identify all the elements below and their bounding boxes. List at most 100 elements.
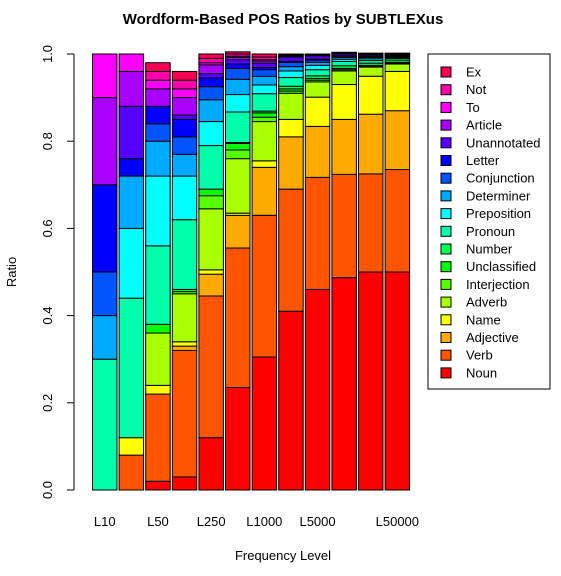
bar-segment-l100-article bbox=[171, 97, 198, 116]
bar-segment-l5000-verb bbox=[304, 176, 331, 290]
bar-segment-l1000-unannotated bbox=[251, 62, 278, 69]
legend-swatch-pronoun bbox=[440, 225, 452, 237]
x-tick-label: L50000 bbox=[376, 514, 419, 529]
bar-segment-l10000-pronoun bbox=[331, 60, 357, 67]
bar-segment-l1000-noun bbox=[251, 356, 278, 491]
legend-label-article: Article bbox=[466, 118, 502, 133]
legend-label-conjunction: Conjunction bbox=[466, 171, 535, 186]
x-tick-label: L1000 bbox=[246, 514, 282, 529]
bar-segment-l100-preposition bbox=[171, 175, 198, 221]
bar-segment-l2500-noun bbox=[278, 310, 304, 491]
bar-segment-l10-to bbox=[92, 53, 118, 99]
bar-segment-l10-letter bbox=[92, 184, 118, 273]
legend-swatch-number bbox=[440, 243, 452, 255]
bar-segment-l1000-preposition bbox=[251, 84, 278, 95]
bar-segment-l250-name bbox=[198, 269, 224, 275]
bar-segment-l500-letter bbox=[225, 63, 251, 69]
bar-segment-l500-adjective bbox=[225, 214, 251, 249]
bar-segment-l250-letter bbox=[198, 77, 224, 88]
legend-swatch-determiner bbox=[440, 190, 452, 202]
bar-segment-l100-ex bbox=[171, 70, 198, 81]
bar-segment-l2500-verb bbox=[278, 188, 304, 312]
legend-swatch-adverb bbox=[440, 296, 452, 308]
bar-segment-l500-pronoun bbox=[225, 111, 251, 144]
bar-segment-l100-pronoun bbox=[171, 219, 198, 290]
legend-label-pronoun: Pronoun bbox=[466, 224, 515, 239]
x-axis-tick-labels: L10 L50 L250 L1000 L5000 L50000 bbox=[94, 514, 419, 529]
legend-swatch-unclassified bbox=[440, 261, 452, 273]
legend-swatch-name bbox=[440, 314, 452, 326]
bar-segment-l1000-verb bbox=[251, 214, 278, 358]
legend-swatch-article bbox=[440, 119, 452, 131]
bar-segment-l500-determiner bbox=[225, 78, 251, 96]
y-tick-label: 1.0 bbox=[40, 45, 55, 63]
bar-segment-l2500-determiner bbox=[278, 66, 304, 72]
legend-swatch-interjection bbox=[440, 278, 452, 290]
bar-segment-l500-preposition bbox=[225, 94, 251, 113]
bar-segment-l5000-name bbox=[304, 96, 331, 127]
legend: Ex Not To Article Unannotated Letter Conjuncti… bbox=[427, 53, 551, 390]
legend-swatch-conjunction bbox=[440, 172, 452, 184]
bar-segment-l250-pronoun bbox=[198, 145, 224, 190]
legend-swatch-noun bbox=[440, 367, 452, 379]
legend-swatch-not bbox=[440, 84, 452, 96]
bar-segment-l20-preposition bbox=[118, 227, 145, 299]
legend-label-unclassified: Unclassified bbox=[466, 259, 536, 274]
bar-segment-l1000-name bbox=[251, 160, 278, 168]
bar-segment-l100-not bbox=[171, 79, 198, 90]
bar-segment-l50-determiner bbox=[145, 140, 171, 177]
bar-segment-l5000-unannotated bbox=[304, 55, 331, 60]
bar-segment-l100-verb bbox=[171, 349, 198, 478]
bar-segment-l500-adverb bbox=[225, 158, 251, 214]
legend-swatch-verb bbox=[440, 349, 452, 361]
bar-segment-l20-unannotated bbox=[118, 105, 145, 160]
bar-segment-l25000-name bbox=[358, 75, 384, 115]
bar-segment-l25000-noun bbox=[358, 271, 384, 491]
bar-segment-l500-interjection bbox=[225, 149, 251, 160]
bar-segment-l250-not bbox=[198, 57, 224, 64]
legend-label-verb: Verb bbox=[466, 348, 493, 363]
bar-segment-l250-interjection bbox=[198, 195, 224, 210]
x-tick-label: L10 bbox=[94, 514, 116, 529]
bar-segment-l2500-conjunction bbox=[278, 61, 304, 68]
bar-segment-l50-letter bbox=[145, 105, 171, 125]
bar-segment-l5000-preposition bbox=[304, 64, 331, 71]
legend-label-letter: Letter bbox=[466, 153, 500, 168]
bar-segment-l500-conjunction bbox=[225, 67, 251, 80]
bar-segment-l1000-ex bbox=[251, 53, 278, 58]
bar-segment-l20-determiner bbox=[118, 175, 145, 229]
bar-segment-l5000-noun bbox=[304, 288, 331, 491]
bar-segment-l10000-noun bbox=[331, 277, 357, 491]
bar-segment-l2500-unannotated bbox=[278, 56, 304, 62]
bar-segment-l20-name bbox=[118, 437, 145, 456]
bar-segment-l1000-unclassified bbox=[251, 112, 278, 118]
legend-label-number: Number bbox=[466, 242, 513, 257]
bar-segment-l2500-pronoun bbox=[278, 77, 304, 87]
legend-label-to: To bbox=[466, 100, 480, 115]
bar-segment-l50000-name bbox=[384, 70, 411, 112]
bar-segment-l50-name bbox=[145, 384, 171, 395]
x-tick-label: L50 bbox=[147, 514, 169, 529]
bar-segment-l2500-preposition bbox=[278, 70, 304, 79]
bar-segment-l50000-verb bbox=[384, 169, 411, 273]
bar-segment-l250-unannotated bbox=[198, 73, 224, 79]
x-tick-label: L5000 bbox=[299, 514, 335, 529]
bar-segment-l500-ex bbox=[225, 51, 251, 55]
bar-segment-l5000-adverb bbox=[304, 81, 331, 98]
legend-label-adverb: Adverb bbox=[466, 295, 507, 310]
bar-segment-l50-to bbox=[145, 79, 171, 90]
bar-segment-l2500-adjective bbox=[278, 136, 304, 190]
bar-segment-l100-adjective bbox=[171, 345, 198, 351]
x-axis-label: Frequency Level bbox=[235, 548, 331, 563]
legend-label-interjection: Interjection bbox=[466, 277, 530, 292]
bar-segment-l500-unannotated bbox=[225, 59, 251, 65]
bar-segment-l10000-name bbox=[331, 84, 357, 120]
bar-segment-l10000-verb bbox=[331, 173, 357, 279]
bar-segment-l10-conjunction bbox=[92, 271, 118, 317]
legend-label-noun: Noun bbox=[466, 365, 497, 380]
bar-segment-l100-name bbox=[171, 341, 198, 347]
bar-segment-l100-determiner bbox=[171, 153, 198, 177]
bar-segment-l100-adverb bbox=[171, 293, 198, 343]
bar-segment-l20-pronoun bbox=[118, 297, 145, 439]
bar-segment-l250-verb bbox=[198, 295, 224, 439]
